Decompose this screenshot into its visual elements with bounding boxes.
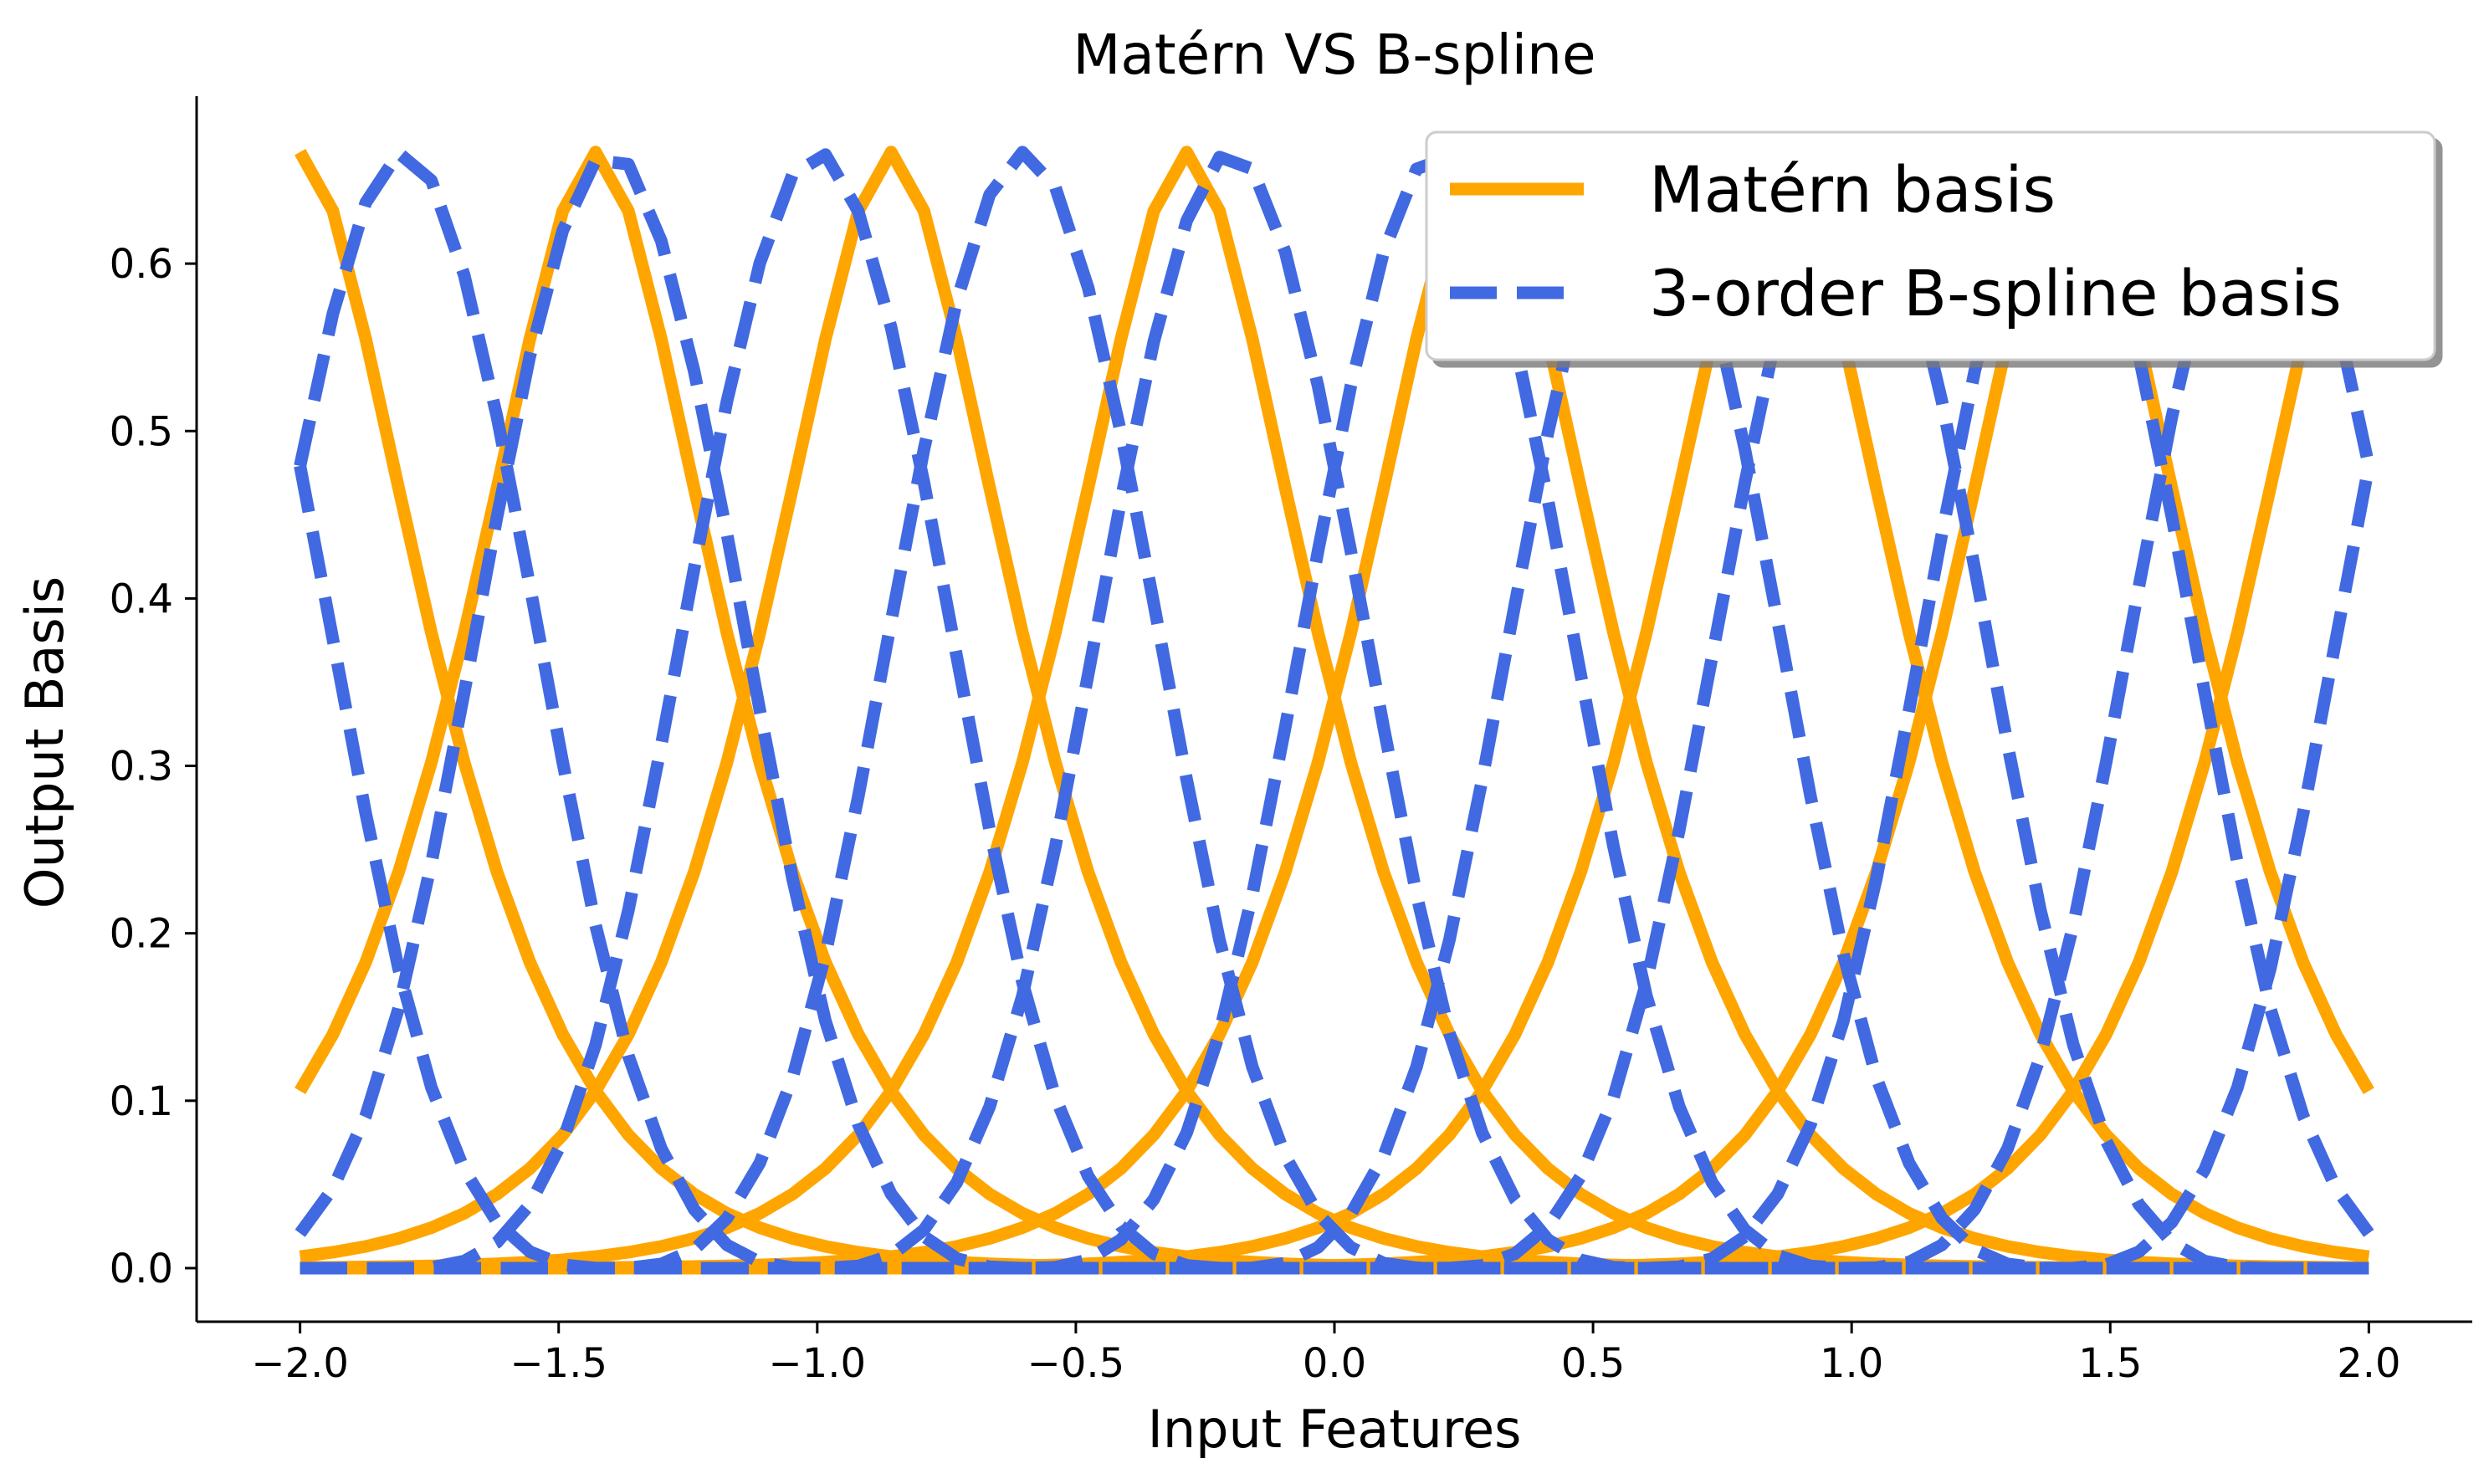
legend-label-matern: Matérn basis xyxy=(1649,152,2056,227)
y-tick-label: 0.6 xyxy=(110,241,173,288)
bspline-basis-line-0 xyxy=(294,464,2369,1275)
legend-label-bspline: 3-order B-spline basis xyxy=(1649,256,2342,330)
x-ticks: −2.0 −1.5 −1.0 −0.5 0.0 0.5 1.0 1.5 2.0 xyxy=(251,1322,2401,1387)
y-tick-label: 0.5 xyxy=(110,408,173,455)
x-tick-label: 1.0 xyxy=(1820,1340,1883,1387)
y-tick-label: 0.4 xyxy=(110,576,173,622)
x-tick-label: −0.5 xyxy=(1027,1340,1125,1387)
series-layer xyxy=(294,146,2375,1275)
y-tick-label: 0.3 xyxy=(110,744,173,791)
x-axis-label: Input Features xyxy=(1148,1399,1522,1460)
x-tick-label: 2.0 xyxy=(2337,1340,2400,1387)
y-tick-label: 0.2 xyxy=(110,911,173,958)
x-tick-label: −1.0 xyxy=(769,1340,867,1387)
legend-box xyxy=(1425,130,2436,361)
y-tick-label: 0.1 xyxy=(110,1078,173,1125)
y-tick-label: 0.0 xyxy=(110,1246,173,1292)
y-ticks: 0.0 0.1 0.2 0.3 0.4 0.5 0.6 xyxy=(110,241,197,1292)
chart-title: Matérn VS B-spline xyxy=(1073,23,1595,87)
y-axis-label: Output Basis xyxy=(14,576,75,908)
x-tick-label: −1.5 xyxy=(510,1340,607,1387)
x-tick-label: 1.5 xyxy=(2078,1340,2142,1387)
legend: Matérn basis 3-order B-spline basis xyxy=(1425,130,2436,361)
x-tick-label: 0.0 xyxy=(1303,1340,1366,1387)
x-tick-label: −2.0 xyxy=(251,1340,349,1387)
bspline-basis-line-11 xyxy=(300,464,2375,1275)
x-tick-label: 0.5 xyxy=(1561,1340,1625,1387)
